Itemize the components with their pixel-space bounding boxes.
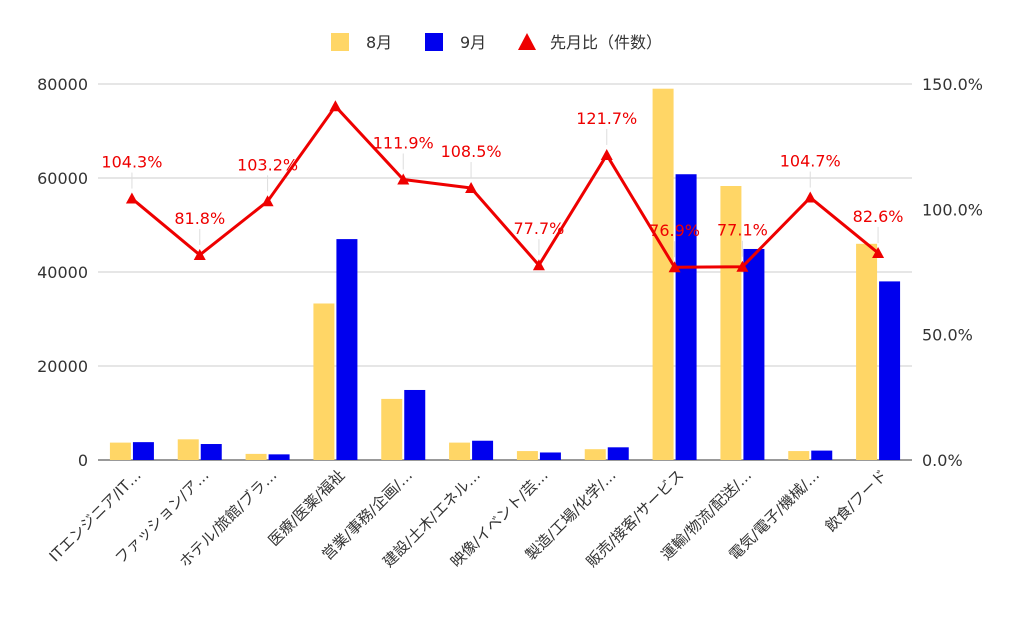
ratio-data-label: 77.1% (717, 221, 768, 240)
bar-9月 (200, 444, 222, 460)
bar-9月 (675, 174, 697, 461)
bar-series (109, 88, 901, 461)
bar-9月 (879, 281, 901, 460)
ratio-data-label: 103.2% (237, 155, 298, 174)
bar-9月 (539, 452, 561, 460)
category-label: 飲食/フード (822, 466, 891, 535)
ratio-point (329, 100, 342, 112)
bar-9月 (811, 450, 833, 460)
legend-swatch (331, 33, 349, 51)
y-right-tick-label: 150.0% (922, 75, 983, 94)
ratio-data-label: 81.8% (174, 209, 225, 228)
bar-9月 (404, 389, 426, 460)
ratio-point (261, 195, 274, 207)
ratio-line-series: 104.3% 81.8% 103.2% 111.9% 108.5% 77.7% 121.7%… (101, 100, 904, 273)
ratio-point (397, 173, 410, 185)
ratio-point (600, 148, 613, 160)
ratio-data-label: 121.7% (576, 109, 637, 128)
bar-8月 (856, 243, 878, 460)
bar-9月 (607, 447, 629, 460)
bar-8月 (313, 303, 335, 460)
ratio-line (130, 104, 880, 269)
ratio-data-label: 108.5% (441, 142, 502, 161)
bar-8月 (584, 449, 606, 460)
ratio-point (736, 260, 749, 272)
y-right-tick-label: 0.0% (922, 451, 963, 470)
y-left-tick-label: 20000 (37, 357, 88, 376)
bar-9月 (743, 248, 765, 460)
bar-8月 (449, 442, 471, 460)
legend-label: 8月 (366, 33, 392, 52)
ratio-data-label: 76.9% (649, 221, 700, 240)
legend-swatch (425, 33, 443, 51)
bar-9月 (132, 442, 154, 460)
ratio-data-label: 111.9% (373, 134, 434, 153)
bar-9月 (472, 440, 494, 460)
bar-8月 (516, 451, 538, 460)
y-left-tick-label: 40000 (37, 263, 88, 282)
legend-swatch (518, 33, 536, 50)
ratio-data-label: 104.7% (780, 152, 841, 171)
y-left-tick-label: 60000 (37, 169, 88, 188)
bar-8月 (381, 398, 403, 460)
ratio-data-label: 82.6% (853, 207, 904, 226)
bar-8月 (177, 439, 199, 460)
ratio-data-label: 77.7% (514, 219, 565, 238)
bar-8月 (245, 453, 267, 460)
bar-9月 (336, 239, 358, 460)
ratio-point (193, 248, 206, 260)
gridlines (98, 83, 912, 461)
legend-label: 9月 (460, 33, 486, 52)
legend-label: 先月比（件数） (550, 33, 662, 52)
ratio-point (872, 246, 885, 258)
y-right-tick-label: 50.0% (922, 326, 973, 345)
ratio-point (804, 191, 817, 203)
ratio-point (668, 261, 681, 273)
ratio-point (465, 182, 478, 194)
ratio-point (125, 192, 138, 204)
ratio-data-label: 104.3% (101, 153, 162, 172)
bar-9月 (268, 454, 290, 460)
bar-8月 (109, 442, 131, 460)
axes: 0 20000 40000 60000 80000 0.0% 50.0% 100.0% 150.… (37, 75, 983, 571)
y-left-tick-label: 80000 (37, 75, 88, 94)
y-right-tick-label: 100.0% (922, 200, 983, 219)
ratio-point (532, 259, 545, 271)
legend: 8月 9月 先月比（件数） (331, 33, 662, 52)
bar-8月 (788, 451, 810, 460)
bar-8月 (652, 88, 674, 460)
y-left-tick-label: 0 (78, 451, 88, 470)
bar-8月 (720, 185, 742, 461)
